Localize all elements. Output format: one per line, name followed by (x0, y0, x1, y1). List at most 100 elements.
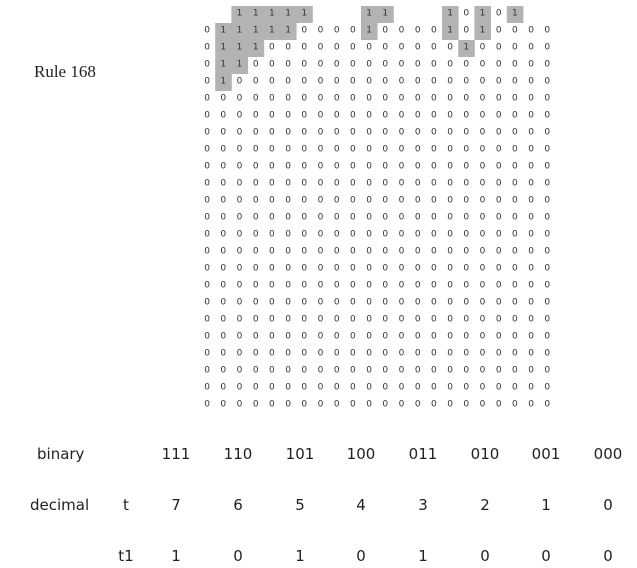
cell-value: 0 (512, 281, 518, 291)
cell-value: 0 (480, 60, 486, 70)
cell-value: 0 (447, 94, 453, 104)
cell-value: 0 (496, 332, 502, 342)
t-value: 6 (233, 496, 243, 514)
cell-value: 0 (334, 60, 340, 70)
cell-value: 0 (269, 162, 275, 172)
cell-value: 0 (382, 281, 388, 291)
cell-value: 0 (285, 77, 291, 87)
t-value: 3 (418, 496, 428, 514)
cell-value: 0 (253, 230, 259, 240)
cell-value: 0 (463, 60, 469, 70)
cell-value: 0 (237, 332, 243, 342)
cell-value: 0 (350, 298, 356, 308)
cell-value: 0 (285, 179, 291, 189)
cell-value: 0 (399, 400, 405, 410)
cell-value: 0 (382, 230, 388, 240)
cell-value: 0 (528, 213, 534, 223)
t1-value: 0 (356, 547, 366, 565)
cell-value: 0 (544, 196, 550, 206)
live-cell (296, 6, 313, 23)
cell-value: 0 (463, 400, 469, 410)
cell-value: 0 (269, 264, 275, 274)
cell-value: 0 (512, 230, 518, 240)
cell-value: 0 (301, 400, 307, 410)
cell-value: 0 (528, 247, 534, 257)
binary-value: 110 (223, 445, 253, 463)
cell-value: 0 (350, 230, 356, 240)
cell-value: 0 (285, 196, 291, 206)
cell-value: 0 (382, 128, 388, 138)
cell-value: 0 (382, 315, 388, 325)
cell-value: 0 (544, 281, 550, 291)
cell-value: 0 (318, 128, 324, 138)
cell-value: 0 (544, 60, 550, 70)
cell-value: 0 (382, 94, 388, 104)
cell-value: 0 (301, 213, 307, 223)
cell-value: 0 (318, 247, 324, 257)
cell-value: 0 (463, 264, 469, 274)
cell-value: 0 (269, 60, 275, 70)
live-cell (442, 6, 459, 23)
cell-value: 0 (301, 264, 307, 274)
cell-value: 0 (204, 213, 210, 223)
cell-value: 0 (366, 281, 372, 291)
cell-value: 0 (220, 196, 226, 206)
cell-value: 0 (399, 94, 405, 104)
cell-value: 0 (269, 145, 275, 155)
cell-value: 0 (253, 366, 259, 376)
cell-value: 0 (399, 366, 405, 376)
cell-value: 0 (253, 315, 259, 325)
cell-value: 0 (318, 77, 324, 87)
cell-value: 0 (301, 43, 307, 53)
cell-value: 1 (237, 43, 243, 53)
cell-value: 1 (220, 43, 226, 53)
live-cell (506, 6, 524, 23)
cell-value: 0 (528, 162, 534, 172)
cell-value: 0 (544, 315, 550, 325)
cell-value: 0 (269, 111, 275, 121)
cell-value: 0 (480, 196, 486, 206)
cell-value: 0 (285, 366, 291, 376)
cell-value: 0 (399, 315, 405, 325)
cell-value: 0 (318, 298, 324, 308)
cell-value: 0 (480, 298, 486, 308)
cell-value: 0 (350, 179, 356, 189)
cell-value: 0 (480, 247, 486, 257)
cell-value: 0 (269, 213, 275, 223)
cell-value: 0 (334, 298, 340, 308)
t1-label: t1 (118, 547, 134, 565)
cell-value: 0 (220, 247, 226, 257)
cell-value: 0 (415, 315, 421, 325)
cell-value: 0 (285, 230, 291, 240)
cell-value: 0 (285, 94, 291, 104)
cell-value: 0 (544, 332, 550, 342)
cell-value: 0 (415, 128, 421, 138)
cell-value: 0 (447, 77, 453, 87)
cell-value: 0 (253, 128, 259, 138)
cell-value: 0 (318, 145, 324, 155)
cell-value: 0 (220, 179, 226, 189)
cell-value: 0 (431, 43, 437, 53)
cell-value: 0 (350, 94, 356, 104)
cell-value: 0 (480, 162, 486, 172)
cell-value: 0 (528, 264, 534, 274)
cell-value: 0 (204, 281, 210, 291)
cell-value: 0 (431, 315, 437, 325)
cell-value: 0 (301, 162, 307, 172)
cell-value: 0 (399, 230, 405, 240)
cell-value: 0 (334, 43, 340, 53)
cell-value: 0 (366, 349, 372, 359)
cell-value: 0 (512, 213, 518, 223)
cell-value: 0 (253, 196, 259, 206)
cell-value: 0 (237, 247, 243, 257)
cell-value: 0 (415, 298, 421, 308)
cell-value: 0 (334, 179, 340, 189)
cell-value: 0 (237, 94, 243, 104)
binary-value: 001 (531, 445, 561, 463)
cell-value: 0 (528, 332, 534, 342)
cell-value: 0 (237, 315, 243, 325)
cell-value: 0 (512, 383, 518, 393)
cell-value: 0 (447, 213, 453, 223)
cell-value: 0 (415, 179, 421, 189)
cell-value: 0 (480, 145, 486, 155)
